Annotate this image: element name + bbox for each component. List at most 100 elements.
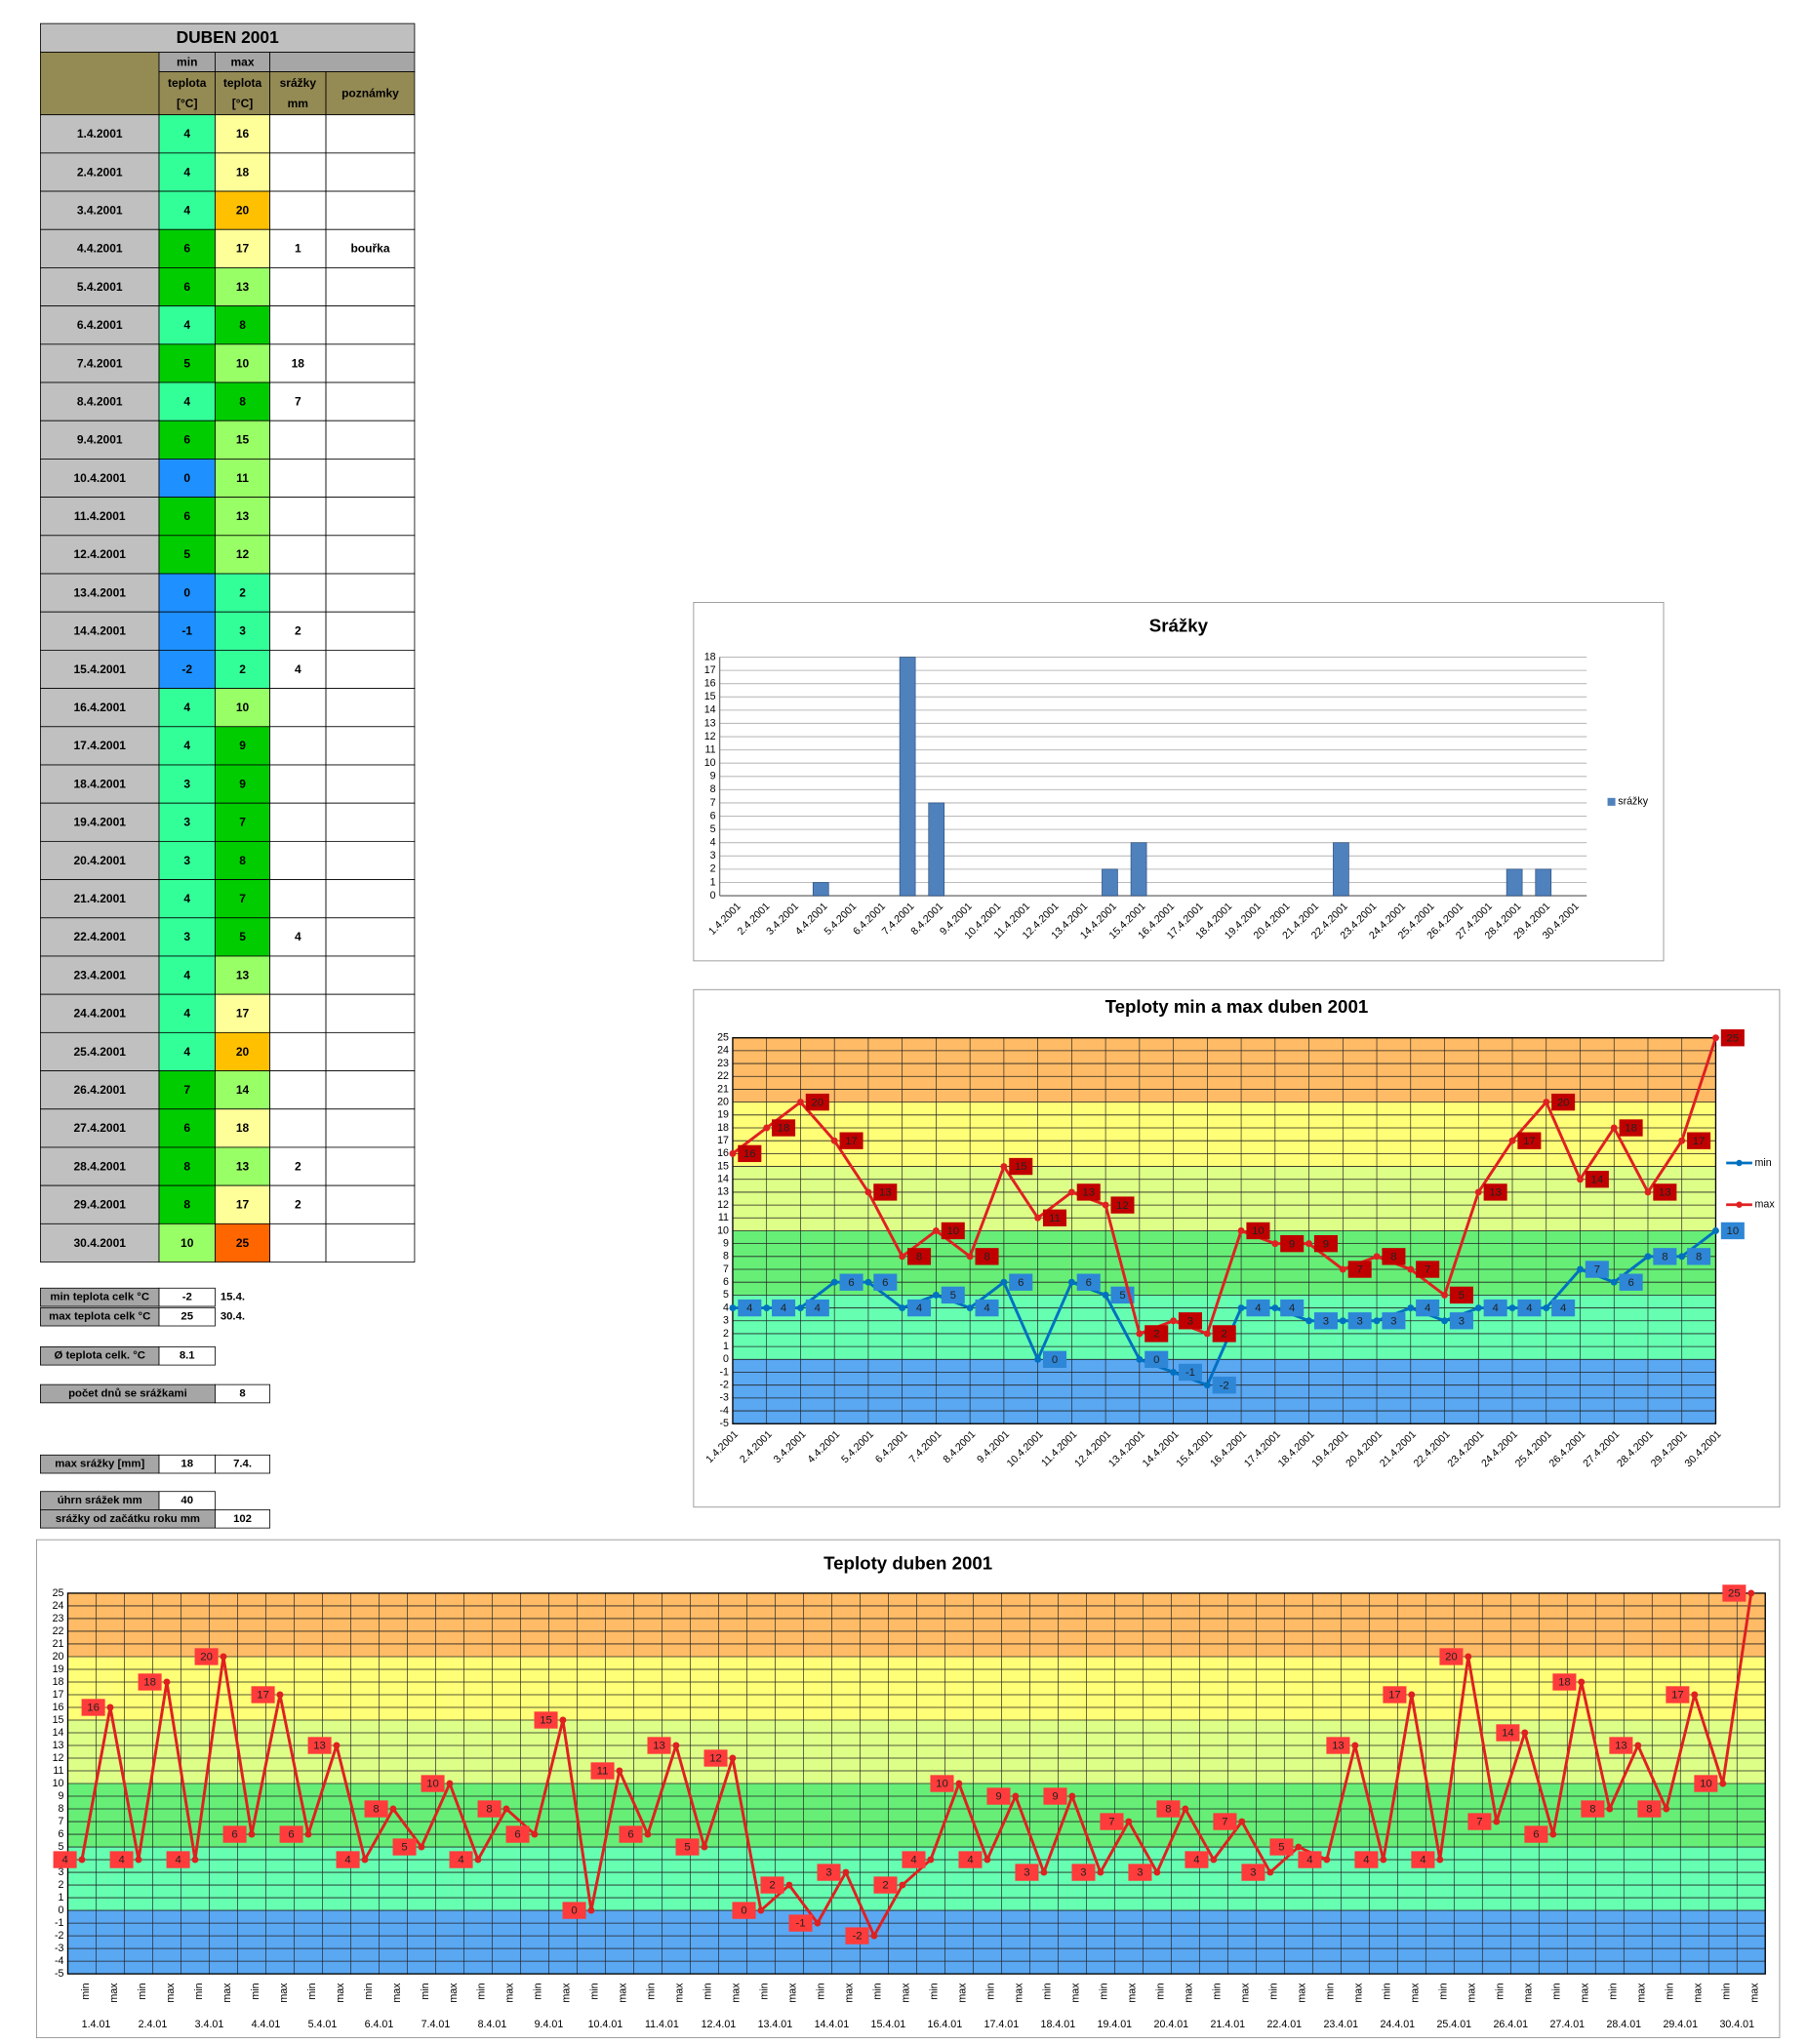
data-label: 4 bbox=[746, 1303, 752, 1314]
cell-text: 4 bbox=[183, 701, 190, 714]
table-cell bbox=[215, 802, 270, 842]
y-tick-label: 16 bbox=[53, 1702, 64, 1713]
data-point bbox=[587, 1906, 595, 1914]
data-label: 9 bbox=[1052, 1791, 1058, 1803]
header-cell bbox=[325, 71, 416, 116]
table-cell bbox=[40, 381, 160, 421]
data-point bbox=[1153, 1868, 1161, 1876]
data-label-box bbox=[1042, 1350, 1067, 1368]
chart-frame bbox=[693, 602, 1665, 962]
header-cell bbox=[40, 52, 160, 116]
data-point bbox=[796, 1099, 804, 1106]
group-label: 16.4.01 bbox=[928, 2019, 963, 2030]
data-point bbox=[1691, 1691, 1699, 1699]
data-point bbox=[1295, 1843, 1303, 1851]
cell-text: 4 bbox=[295, 930, 301, 943]
data-label: 7 bbox=[1594, 1264, 1600, 1276]
x-tick-label: min bbox=[1325, 1983, 1337, 1999]
data-label-box bbox=[738, 1299, 762, 1317]
data-point bbox=[984, 1856, 991, 1864]
data-point bbox=[333, 1742, 341, 1749]
data-label-box bbox=[1694, 1775, 1718, 1792]
legend-marker bbox=[1736, 1201, 1743, 1208]
data-point bbox=[763, 1124, 771, 1132]
data-label: 13 bbox=[1332, 1741, 1345, 1752]
x-tick-label: min bbox=[476, 1983, 488, 1999]
data-label: -1 bbox=[1185, 1367, 1195, 1379]
x-tick-label: max bbox=[1466, 1983, 1478, 2003]
cell-text: 10.4.2001 bbox=[73, 471, 126, 485]
data-label-box bbox=[1076, 1183, 1101, 1201]
table-cell bbox=[158, 305, 216, 345]
data-point bbox=[220, 1653, 227, 1661]
data-point bbox=[1305, 1317, 1313, 1325]
data-label-box bbox=[1666, 1686, 1690, 1703]
data-label: 8 bbox=[1646, 1804, 1652, 1816]
data-label-box bbox=[222, 1825, 247, 1843]
data-label: 0 bbox=[1153, 1354, 1159, 1366]
data-label-box bbox=[986, 1787, 1011, 1805]
data-label: 15 bbox=[1015, 1161, 1027, 1173]
cell-text: 2 bbox=[239, 662, 246, 676]
y-tick-label: -5 bbox=[55, 1968, 64, 1980]
y-tick-label: 10 bbox=[704, 757, 716, 769]
y-tick-label: 16 bbox=[717, 1147, 729, 1159]
data-label: 3 bbox=[1357, 1315, 1363, 1327]
data-label-box bbox=[1416, 1299, 1440, 1317]
cell-text: 25 bbox=[236, 1236, 250, 1250]
x-tick-label: min bbox=[1665, 1983, 1676, 1999]
data-label-box bbox=[1411, 1851, 1435, 1868]
data-point bbox=[966, 1253, 974, 1261]
data-label: 0 bbox=[1052, 1354, 1058, 1366]
cell-text: 7.4.2001 bbox=[77, 356, 123, 370]
summary-label: Ø teplota celk. °C bbox=[55, 1350, 145, 1362]
data-point bbox=[1543, 1099, 1550, 1106]
cell-text: 10 bbox=[181, 1236, 194, 1250]
data-point bbox=[932, 1226, 940, 1234]
table-cell bbox=[40, 650, 160, 690]
y-tick-label: 13 bbox=[717, 1186, 729, 1198]
data-point bbox=[1493, 1818, 1501, 1825]
summary-value-cell bbox=[158, 1287, 216, 1307]
summary-value: 18 bbox=[181, 1459, 193, 1470]
data-label-box bbox=[1009, 1157, 1033, 1176]
data-label: 3 bbox=[1250, 1867, 1256, 1879]
data-label: 7 bbox=[1108, 1817, 1114, 1828]
data-point bbox=[729, 1304, 737, 1312]
data-label: 13 bbox=[1489, 1187, 1502, 1199]
summary-label: počet dnů se srážkami bbox=[68, 1387, 187, 1399]
data-point bbox=[1577, 1176, 1584, 1183]
title-cell bbox=[40, 22, 416, 53]
table-cell bbox=[215, 611, 270, 651]
data-label: 4 bbox=[61, 1855, 67, 1866]
data-label: 18 bbox=[778, 1123, 790, 1135]
data-label-box bbox=[109, 1851, 134, 1868]
cell-text: 17 bbox=[236, 1007, 250, 1021]
cell-text: 16.4.2001 bbox=[73, 701, 126, 714]
cell-text: 5 bbox=[183, 547, 190, 561]
cell-text: 8 bbox=[239, 394, 246, 408]
color-band bbox=[732, 1102, 1716, 1167]
header-text: srážky bbox=[280, 76, 317, 90]
data-label: 25 bbox=[1728, 1588, 1741, 1600]
data-point bbox=[616, 1767, 623, 1775]
cell-text: 27.4.2001 bbox=[73, 1121, 126, 1135]
data-point bbox=[830, 1278, 838, 1286]
data-label-box bbox=[703, 1749, 728, 1767]
data-point bbox=[1012, 1792, 1020, 1800]
group-label: 7.4.01 bbox=[422, 2019, 451, 2030]
data-label-box bbox=[138, 1673, 162, 1691]
table-cell bbox=[269, 1070, 327, 1110]
data-point bbox=[1408, 1691, 1416, 1699]
cell-text: 29.4.2001 bbox=[73, 1198, 126, 1212]
table-cell bbox=[215, 1108, 270, 1148]
data-label-box bbox=[81, 1699, 105, 1716]
data-point bbox=[1711, 1034, 1719, 1042]
table-cell bbox=[325, 459, 416, 499]
x-tick-label: min bbox=[1608, 1983, 1620, 1999]
data-label: 11 bbox=[597, 1766, 609, 1778]
data-label: 4 bbox=[967, 1855, 973, 1866]
table-cell bbox=[325, 726, 416, 766]
data-label: 8 bbox=[916, 1252, 922, 1263]
x-tick-label: max bbox=[731, 1983, 743, 2003]
